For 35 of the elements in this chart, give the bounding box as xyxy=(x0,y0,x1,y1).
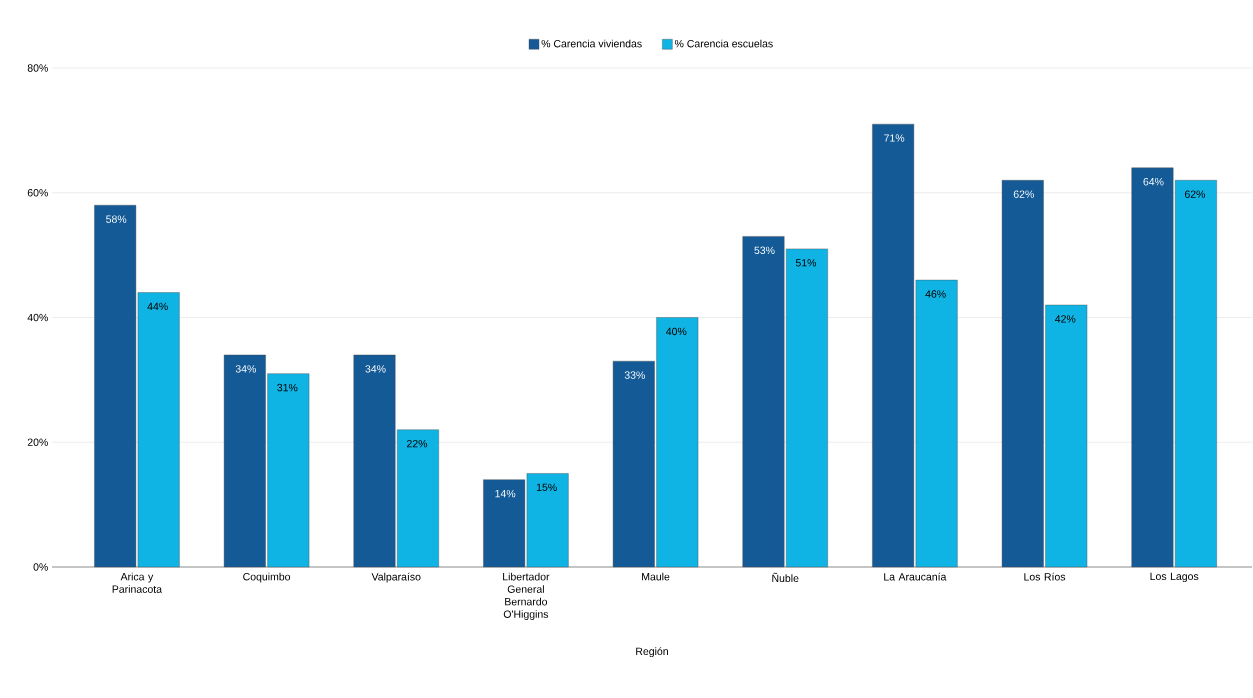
x-tick-label: Libertador General Bernardo O'Higgins xyxy=(503,572,550,620)
data-label: 62% xyxy=(1184,190,1206,198)
data-label: 34% xyxy=(365,365,386,373)
x-tick-label: Los Lagos xyxy=(1150,572,1199,583)
data-label: 40% xyxy=(666,327,687,336)
data-label: 53% xyxy=(754,246,775,255)
data-label: 46% xyxy=(925,290,946,298)
y-tick-label: 60% xyxy=(27,189,48,197)
data-label: 51% xyxy=(795,259,817,267)
data-label: 33% xyxy=(624,371,645,379)
x-tick-label: Coquimbo xyxy=(243,572,291,583)
data-label: 14% xyxy=(495,489,516,498)
data-label: 44% xyxy=(147,302,168,311)
x-tick-label: Ñuble xyxy=(772,572,799,583)
legend-label: % Carencia escuelas xyxy=(674,39,773,48)
data-label: 71% xyxy=(884,134,905,142)
legend-label: % Carencia viviendas xyxy=(541,39,642,48)
x-tick-label: Arica y Parinacota xyxy=(112,572,163,593)
y-tick-label: 0% xyxy=(33,563,48,571)
x-axis-title: Región xyxy=(636,647,668,658)
y-tick-label: 20% xyxy=(27,438,48,446)
x-tick-label: La Araucanía xyxy=(884,572,947,581)
data-label: 64% xyxy=(1143,178,1164,186)
data-label: 34% xyxy=(235,365,256,373)
data-label: 42% xyxy=(1055,315,1076,323)
x-tick-label: Los Ríos xyxy=(1024,572,1066,581)
y-tick-label: 80% xyxy=(27,64,48,72)
data-label: 31% xyxy=(277,383,298,392)
data-label: 15% xyxy=(536,483,557,492)
data-label: 62% xyxy=(1013,190,1034,198)
data-label: 58% xyxy=(106,215,127,223)
x-tick-label: Maule xyxy=(642,572,670,581)
data-label: 22% xyxy=(407,439,428,448)
y-tick-label: 40% xyxy=(27,313,48,322)
x-tick-label: Valparaíso xyxy=(371,572,421,583)
